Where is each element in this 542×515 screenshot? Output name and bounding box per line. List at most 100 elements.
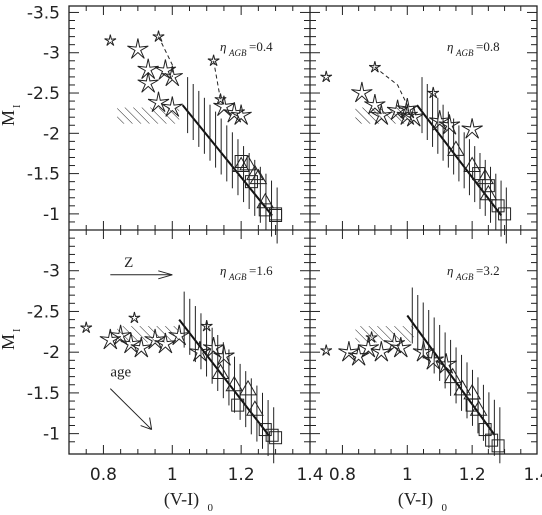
small-star-marker	[104, 34, 117, 46]
y-axis-title-text: M	[0, 110, 18, 126]
small-star-marker	[368, 61, 381, 73]
small-star-marker	[427, 86, 440, 99]
small-star-marker	[152, 30, 165, 42]
star-marker	[147, 91, 170, 112]
triangle-marker	[249, 168, 268, 185]
y-axis-title: MI	[0, 329, 23, 350]
star-marker	[370, 341, 393, 362]
square-marker	[265, 428, 279, 442]
track-dashed	[213, 60, 221, 100]
hb-hatch-region	[117, 107, 180, 124]
panel-label-eta: η	[447, 263, 453, 278]
square-marker	[472, 167, 486, 181]
star-marker	[461, 118, 483, 139]
y-axis-title-sub: I	[12, 105, 23, 108]
triangle-marker	[211, 363, 230, 380]
y-axis-title-text: M	[0, 334, 18, 350]
y-tick-label-top: -1	[43, 205, 60, 225]
arrow-age	[109, 388, 152, 430]
x-tick-label: 1.4	[296, 465, 323, 485]
star-marker	[357, 336, 380, 358]
square-marker	[231, 398, 245, 412]
star-marker	[338, 341, 360, 362]
triangle-marker	[232, 156, 251, 173]
x-tick-label: 1	[402, 465, 413, 485]
y-tick-label-bottom: -2	[43, 343, 60, 363]
small-star-marker	[80, 321, 93, 333]
x-axis-title: (V-I)	[398, 489, 433, 510]
x-axis-title-sub: 0	[442, 502, 448, 514]
star-marker	[230, 104, 252, 125]
triangle-marker	[239, 379, 257, 396]
x-tick-label: 0.8	[329, 465, 356, 485]
star-marker	[412, 341, 435, 362]
star-marker	[370, 104, 393, 125]
star-marker	[213, 345, 235, 366]
small-star-marker	[207, 54, 220, 66]
small-star-marker	[200, 319, 213, 332]
triangle-marker	[463, 383, 482, 400]
star-marker	[396, 97, 418, 119]
star-marker	[168, 324, 190, 346]
y-tick-label-top: -2.5	[27, 84, 60, 104]
star-marker	[137, 58, 159, 79]
star-marker	[127, 38, 149, 59]
y-tick-label-bottom: -1	[43, 425, 60, 445]
rgb-fit-line	[178, 318, 270, 436]
triangle-marker	[246, 400, 264, 416]
star-marker	[161, 96, 183, 117]
star-marker	[161, 65, 183, 87]
track-dashed	[158, 36, 173, 77]
panel-label-eta: η	[220, 39, 226, 54]
panel-label-sub: AGB	[455, 272, 474, 282]
hb-hatch-region	[355, 326, 414, 343]
triangle-marker	[479, 184, 498, 201]
star-marker	[403, 106, 425, 127]
y-tick-label-bottom: -1.5	[27, 384, 60, 404]
x-tick-label: 1.2	[459, 465, 486, 485]
small-star-marker	[128, 311, 141, 324]
y-tick-label-bottom: -3	[43, 262, 60, 282]
star-marker	[347, 345, 370, 366]
panel-label-eta: η	[447, 39, 453, 54]
triangle-marker	[443, 367, 462, 384]
star-marker	[351, 81, 373, 103]
x-tick-label: 1	[167, 465, 178, 485]
panel-bottom-right: η AGB =3.2	[309, 230, 538, 464]
star-marker	[154, 332, 177, 354]
small-star-marker	[365, 331, 378, 343]
small-star-marker	[320, 70, 333, 83]
y-axis-title-sub: I	[12, 329, 23, 332]
hb-hatch-region	[117, 326, 180, 343]
star-marker	[364, 93, 386, 115]
x-tick-label: 1.4	[523, 465, 542, 485]
track-dashed	[374, 66, 408, 106]
star-marker	[386, 99, 409, 120]
x-axis-title-sub: 0	[208, 502, 214, 514]
y-tick-label-top: -2	[43, 124, 60, 144]
star-marker	[120, 332, 142, 354]
star-marker	[109, 324, 132, 346]
triangle-marker	[469, 400, 488, 416]
y-tick-label-top: -1.5	[27, 165, 60, 185]
arrow-age-head	[140, 417, 153, 431]
star-marker	[202, 336, 225, 358]
panel-label-value: =0.8	[476, 39, 500, 54]
x-tick-label: 0.8	[90, 465, 117, 485]
panel-label-sub: AGB	[455, 48, 474, 58]
square-marker	[269, 431, 283, 445]
rgb-fit-line	[181, 104, 273, 217]
triangle-marker	[453, 379, 472, 396]
x-tick-label: 1.2	[228, 465, 255, 485]
panel-label-value: =1.6	[249, 263, 273, 278]
star-marker	[137, 72, 159, 93]
panel-label-value: =0.4	[249, 39, 273, 54]
panel-top-right: η AGB =0.8	[309, 6, 538, 244]
triangle-marker	[256, 192, 275, 209]
star-marker	[429, 110, 451, 131]
annotation-age: age	[110, 365, 131, 381]
star-marker	[422, 349, 444, 370]
panel-label-eta: η	[220, 263, 226, 278]
star-marker	[130, 336, 153, 358]
